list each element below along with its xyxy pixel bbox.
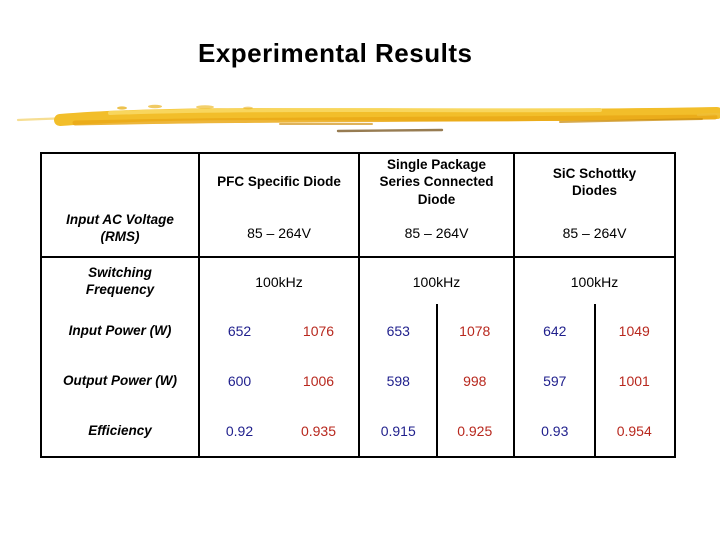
input-power-values-sic: 642 1049 xyxy=(515,306,674,356)
row-label-efficiency: Efficiency xyxy=(88,422,152,438)
output-power-values-series: 598 998 xyxy=(360,356,513,406)
input-power-high-pfc: 1076 xyxy=(302,323,335,339)
output-power-values-sic: 597 1001 xyxy=(515,356,674,406)
voltage-value-pfc: 85 – 264V xyxy=(247,225,311,241)
efficiency-high-series: 0.925 xyxy=(457,423,493,439)
column-series-data-cell: 100kHz 653 1078 598 998 0.915 0.925 xyxy=(360,258,515,456)
output-power-high-pfc: 1006 xyxy=(302,373,335,389)
frequency-value-sic: 100kHz xyxy=(570,274,619,290)
efficiency-low-sic: 0.93 xyxy=(541,423,569,439)
input-power-high-series: 1078 xyxy=(459,323,491,339)
column-pfc-data-cell: 100kHz 652 1076 600 1006 0.92 0.935 xyxy=(200,258,360,456)
results-table: Input AC Voltage (RMS) PFC Specific Diod… xyxy=(40,152,676,458)
row-label-voltage: Input AC Voltage (RMS) xyxy=(66,212,174,245)
efficiency-values-series: 0.915 0.925 xyxy=(360,406,513,456)
efficiency-low-series: 0.915 xyxy=(380,423,416,439)
table-header-band: Input AC Voltage (RMS) PFC Specific Diod… xyxy=(42,154,674,258)
efficiency-high-sic: 0.954 xyxy=(616,423,652,439)
input-power-low-sic: 642 xyxy=(543,323,567,339)
output-power-low-pfc: 600 xyxy=(227,373,252,389)
column-pfc-header-cell: PFC Specific Diode 85 – 264V xyxy=(200,154,360,258)
row-label-frequency: Switching Frequency xyxy=(85,265,155,297)
column-header-pfc: PFC Specific Diode xyxy=(217,174,341,190)
input-power-values-pfc: 652 1076 xyxy=(200,306,358,356)
sub-column-divider xyxy=(435,304,438,456)
efficiency-high-pfc: 0.935 xyxy=(300,423,337,439)
input-power-values-series: 653 1078 xyxy=(360,306,513,356)
column-series-header-cell: Single Package Series Connected Diode 85… xyxy=(360,154,515,258)
input-power-high-sic: 1049 xyxy=(618,323,650,339)
frequency-value-pfc: 100kHz xyxy=(255,274,303,290)
output-power-high-sic: 1001 xyxy=(618,373,650,389)
voltage-value-sic: 85 – 264V xyxy=(562,225,627,241)
frequency-value-series: 100kHz xyxy=(412,274,461,290)
row-label-cell-voltage: Input AC Voltage (RMS) xyxy=(42,154,200,258)
input-power-low-series: 653 xyxy=(386,323,410,339)
output-power-values-pfc: 600 1006 xyxy=(200,356,358,406)
column-sic-header-cell: SiC Schottky Diodes 85 – 264V xyxy=(515,154,674,258)
efficiency-values-sic: 0.93 0.954 xyxy=(515,406,674,456)
efficiency-values-pfc: 0.92 0.935 xyxy=(200,406,358,456)
highlighter-stroke-decoration xyxy=(16,104,720,133)
column-header-sic: SiC Schottky Diodes xyxy=(552,165,637,198)
column-header-series: Single Package Series Connected Diode xyxy=(379,157,494,207)
efficiency-low-pfc: 0.92 xyxy=(225,423,254,439)
input-power-low-pfc: 652 xyxy=(227,323,252,339)
output-power-high-series: 998 xyxy=(463,373,487,389)
output-power-low-sic: 597 xyxy=(543,373,567,389)
row-label-output-power: Output Power (W) xyxy=(63,372,177,388)
output-power-low-series: 598 xyxy=(386,373,410,389)
table-data-band: Switching Frequency Input Power (W) Outp… xyxy=(42,258,674,456)
voltage-value-series: 85 – 264V xyxy=(404,225,469,241)
row-label-input-power: Input Power (W) xyxy=(68,322,172,338)
sub-column-divider xyxy=(593,304,596,456)
row-labels-column: Switching Frequency Input Power (W) Outp… xyxy=(42,258,200,456)
column-sic-data-cell: 100kHz 642 1049 597 1001 0.93 0.954 xyxy=(515,258,674,456)
slide-title: Experimental Results xyxy=(198,38,473,68)
